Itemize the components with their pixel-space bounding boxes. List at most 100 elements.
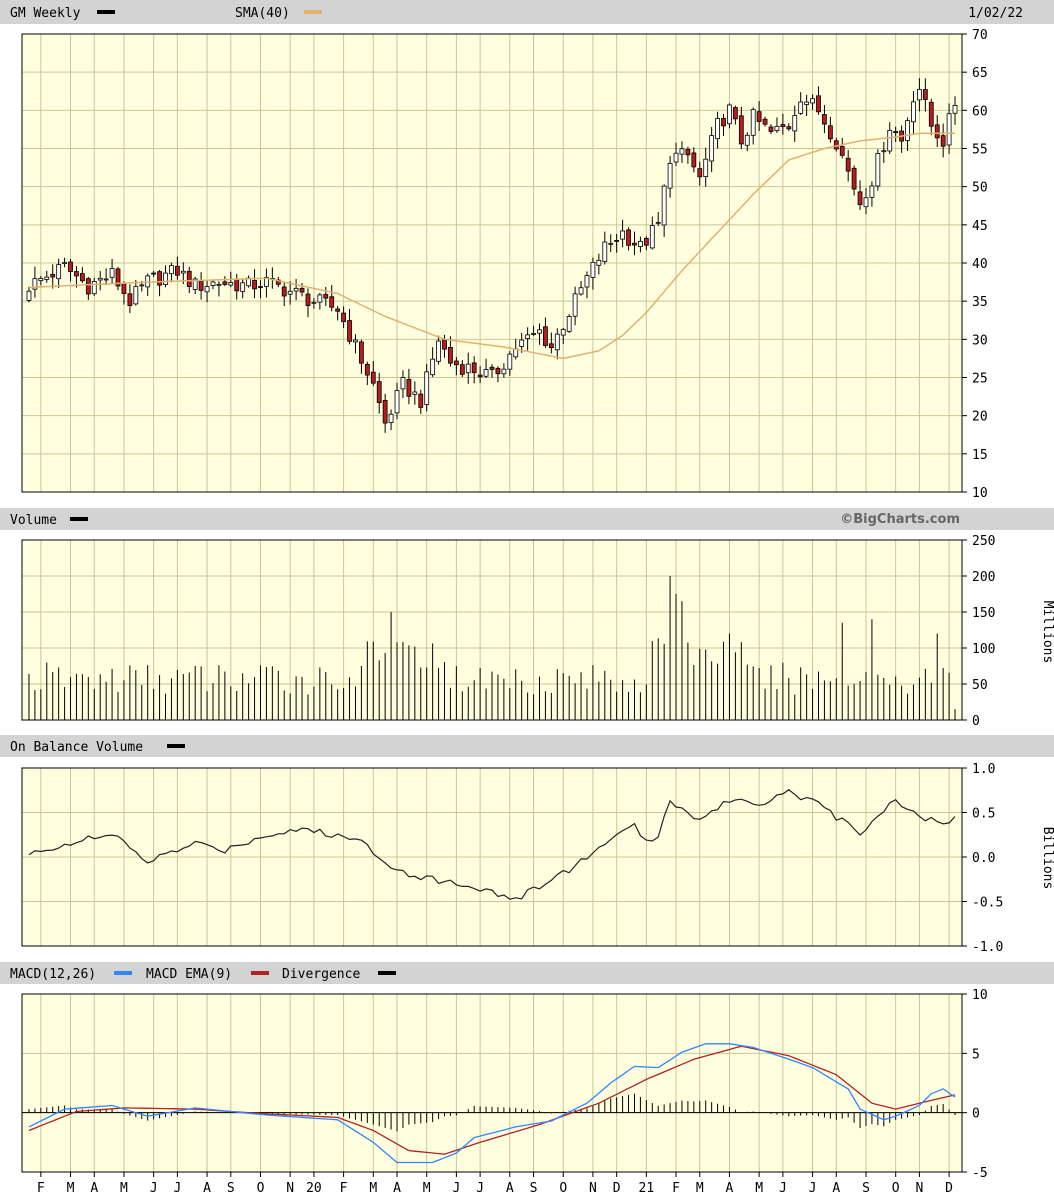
candle-body — [210, 281, 216, 286]
date-label: 1/02/22 — [968, 6, 1023, 21]
candle-body — [822, 114, 827, 125]
symbol-legend-swatch — [97, 10, 115, 14]
x-tick-label: A — [726, 1181, 734, 1196]
y-tick-label: 0.5 — [972, 807, 995, 822]
candle-body — [768, 126, 774, 132]
candle-body — [127, 293, 133, 306]
candle-body — [370, 371, 376, 384]
candle-body — [299, 287, 305, 293]
candle-body — [258, 286, 263, 288]
candle-body — [38, 278, 44, 281]
candle-body — [709, 135, 715, 162]
macd-panel: 10 5 0 -5 — [21, 988, 988, 1181]
y-tick-label: 45 — [972, 219, 988, 234]
y-tick-label: 35 — [972, 295, 988, 310]
candle-body — [163, 272, 168, 285]
candle-body — [382, 399, 388, 424]
candle-body — [655, 221, 661, 224]
y-tick-label: 200 — [972, 570, 995, 585]
obv-unit: Billions — [1040, 827, 1054, 890]
candle-body — [281, 286, 287, 297]
y-tick-label: 30 — [972, 333, 988, 348]
candle-body — [863, 197, 869, 208]
x-tick-label: F — [672, 1181, 680, 1196]
macd-line — [28, 1043, 956, 1164]
candle-body — [293, 287, 299, 292]
candle-body — [626, 229, 631, 246]
candle-body — [347, 320, 352, 342]
candle-body — [679, 148, 685, 155]
candle-body — [406, 379, 412, 397]
candle-body — [62, 262, 67, 264]
plot-border — [21, 767, 963, 947]
candle-body — [917, 88, 922, 101]
candle-body — [341, 312, 346, 323]
x-tick-label: F — [37, 1181, 45, 1196]
x-tick-label: J — [779, 1181, 787, 1196]
candle-body — [756, 111, 762, 122]
obv-line — [28, 789, 956, 900]
y-tick-label: 10 — [972, 486, 988, 501]
candle-body — [376, 381, 382, 404]
candle-body — [649, 225, 655, 249]
volume-legend-swatch — [70, 517, 88, 521]
candle-body — [738, 115, 744, 145]
candle-body — [691, 152, 697, 168]
candle-body — [459, 364, 465, 375]
divergence-label: Divergence — [282, 967, 360, 982]
candle-body — [572, 293, 578, 317]
divergence-legend-swatch — [378, 971, 396, 975]
candle-body — [905, 120, 910, 141]
candle-body — [121, 283, 127, 294]
candle-body — [157, 271, 162, 286]
candle-body — [192, 278, 198, 290]
x-tick-label: 21 — [639, 1181, 655, 1196]
candle-body — [133, 286, 139, 305]
x-tick-label: O — [257, 1181, 265, 1196]
candle-body — [922, 89, 928, 100]
candle-body — [115, 268, 121, 287]
candle-body — [661, 185, 667, 226]
y-tick-label: 70 — [972, 28, 988, 43]
candle-body — [946, 113, 952, 146]
candle-body — [85, 278, 91, 295]
candle-body — [79, 273, 85, 282]
candle-body — [786, 126, 792, 130]
candle-body — [774, 125, 780, 131]
x-tick-label: F — [340, 1181, 348, 1196]
y-tick-label: 5 — [972, 1047, 980, 1062]
candle-body — [471, 362, 477, 374]
plot-area — [21, 993, 963, 1173]
plot-border — [21, 993, 963, 1173]
candle-body — [74, 271, 79, 277]
candle-body — [97, 277, 103, 281]
candle-body — [139, 284, 145, 287]
candle-body — [697, 168, 703, 178]
candle-body — [186, 270, 192, 288]
candle-body — [305, 293, 311, 306]
y-tick-label: 1.0 — [972, 762, 995, 777]
candle-body — [44, 276, 50, 280]
candle-body — [750, 109, 756, 136]
candle-body — [531, 333, 536, 335]
x-tick-label: J — [809, 1181, 817, 1196]
obv-panel: 1.0 0.5 0.0 -0.5 -1.0 — [21, 762, 1003, 955]
x-tick-label: M — [120, 1181, 128, 1196]
y-tick-label: -0.5 — [972, 896, 1003, 911]
candle-body — [632, 242, 637, 246]
sma-legend-swatch — [304, 10, 322, 14]
candle-body — [26, 290, 32, 301]
x-tick-label: J — [452, 1181, 460, 1196]
candle-body — [174, 265, 180, 276]
candle-body — [442, 339, 447, 350]
macd-legend-swatch — [114, 971, 132, 975]
y-tick-label: 50 — [972, 181, 988, 196]
candle-body — [50, 274, 56, 278]
x-tick-label: 20 — [306, 1181, 322, 1196]
candle-body — [928, 101, 934, 127]
candle-body — [614, 239, 620, 242]
candle-body — [264, 276, 269, 287]
candle-body — [804, 101, 810, 105]
candle-body — [911, 101, 916, 123]
candle-body — [56, 264, 62, 280]
